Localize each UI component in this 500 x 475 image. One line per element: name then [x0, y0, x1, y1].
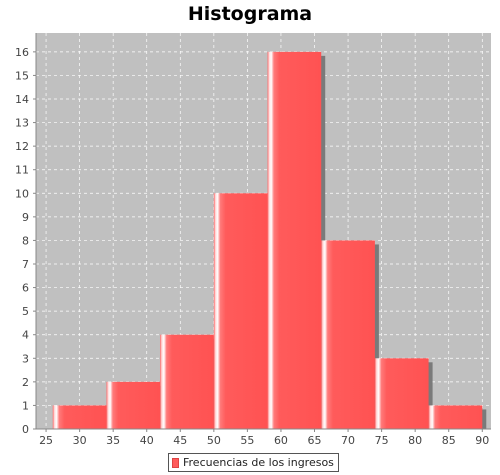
legend-label: Frecuencias de los ingresos — [183, 456, 334, 469]
x-tick-label: 85 — [442, 434, 456, 447]
legend-swatch — [172, 457, 179, 468]
x-tick-label: 25 — [39, 434, 53, 447]
histogram-bars — [52, 51, 487, 429]
y-tick-label: 11 — [15, 164, 29, 177]
y-tick-label: 4 — [22, 329, 29, 342]
x-tick-label: 50 — [207, 434, 221, 447]
x-tick-label: 70 — [341, 434, 355, 447]
y-tick-label: 9 — [22, 211, 29, 224]
legend: Frecuencias de los ingresos — [168, 453, 339, 472]
histogram-bar — [374, 358, 429, 429]
chart-title: Histograma — [187, 3, 313, 25]
x-tick-label: 75 — [375, 434, 389, 447]
histogram-bar — [428, 405, 483, 429]
x-tick-label: 90 — [475, 434, 489, 447]
y-tick-label: 5 — [22, 305, 29, 318]
x-tick-label: 60 — [274, 434, 288, 447]
y-tick-label: 1 — [22, 399, 29, 412]
x-tick-label: 55 — [240, 434, 254, 447]
y-tick-label: 7 — [22, 258, 29, 271]
histogram-bar — [160, 334, 214, 429]
histogram-bar — [321, 240, 375, 429]
y-tick-label: 0 — [22, 423, 29, 436]
y-tick-label: 6 — [22, 282, 29, 295]
y-tick-label: 10 — [15, 187, 29, 200]
histogram-bar — [213, 193, 268, 429]
x-tick-label: 35 — [106, 434, 120, 447]
y-tick-label: 12 — [15, 140, 29, 153]
x-tick-label: 65 — [308, 434, 322, 447]
x-tick-label: 80 — [408, 434, 422, 447]
histogram-bar — [52, 405, 107, 429]
y-tick-label: 15 — [15, 69, 29, 82]
histogram-bar — [267, 51, 322, 429]
y-tick-label: 16 — [15, 46, 29, 59]
histogram-bar — [106, 381, 161, 429]
x-tick-label: 40 — [140, 434, 154, 447]
y-tick-label: 13 — [15, 117, 29, 130]
y-tick-label: 2 — [22, 376, 29, 389]
x-tick-label: 45 — [173, 434, 187, 447]
y-tick-label: 8 — [22, 234, 29, 247]
y-tick-label: 3 — [22, 352, 29, 365]
y-tick-label: 14 — [15, 93, 29, 106]
x-tick-label: 30 — [73, 434, 87, 447]
